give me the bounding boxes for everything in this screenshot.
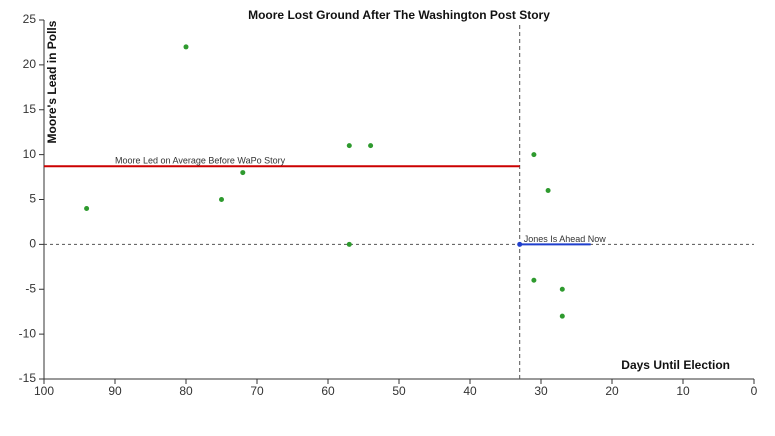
y-axis-label: Moore's Lead in Polls xyxy=(45,20,59,143)
y-tick-label: -5 xyxy=(25,281,36,295)
chart-title: Moore Lost Ground After The Washington P… xyxy=(248,8,550,22)
x-tick-label: 40 xyxy=(463,384,477,398)
point xyxy=(531,152,537,158)
point xyxy=(346,143,352,149)
x-tick-label: 70 xyxy=(250,384,264,398)
y-tick-label: -10 xyxy=(19,326,37,340)
annotation-endpoint xyxy=(517,241,523,247)
x-tick-label: 30 xyxy=(534,384,548,398)
x-tick-label: 10 xyxy=(676,384,690,398)
annotation-label: Jones Is Ahead Now xyxy=(524,234,607,244)
point xyxy=(346,241,352,247)
y-tick-label: 25 xyxy=(23,12,37,26)
x-tick-label: 80 xyxy=(179,384,193,398)
y-tick-label: 15 xyxy=(23,102,37,116)
point xyxy=(183,44,189,50)
x-tick-label: 0 xyxy=(751,384,758,398)
x-tick-label: 90 xyxy=(108,384,122,398)
y-tick-label: 20 xyxy=(23,57,37,71)
annotation-label: Moore Led on Average Before WaPo Story xyxy=(115,156,286,166)
point xyxy=(368,143,374,149)
point xyxy=(545,188,551,194)
x-tick-label: 100 xyxy=(34,384,54,398)
x-tick-label: 20 xyxy=(605,384,619,398)
x-axis-label: Days Until Election xyxy=(621,358,730,372)
y-tick-label: 0 xyxy=(29,237,36,251)
point xyxy=(219,197,224,202)
y-tick-label: 10 xyxy=(23,147,37,161)
point xyxy=(559,286,565,292)
x-tick-label: 60 xyxy=(321,384,335,398)
x-tick-label: 50 xyxy=(392,384,406,398)
point xyxy=(84,205,90,211)
y-tick-label: -15 xyxy=(19,371,37,385)
point xyxy=(240,170,246,176)
point xyxy=(559,313,565,319)
y-tick-label: 5 xyxy=(29,192,36,206)
point xyxy=(531,277,537,283)
